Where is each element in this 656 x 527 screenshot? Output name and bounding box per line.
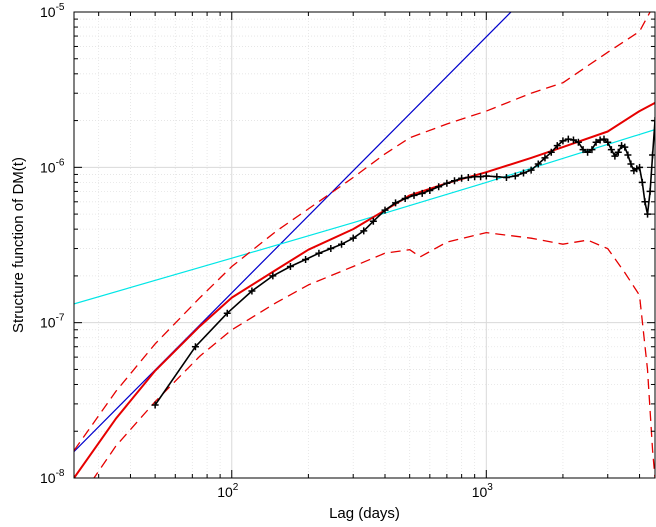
data-point-marker <box>458 174 466 182</box>
x-axis-label: Lag (days) <box>329 505 400 522</box>
data-point-marker <box>607 146 615 154</box>
series-line-5 <box>93 231 655 478</box>
data-point-marker <box>286 262 294 270</box>
data-point-marker <box>269 272 277 280</box>
data-point-marker <box>596 136 604 144</box>
data-point-marker <box>604 138 612 146</box>
data-point-marker <box>611 152 619 160</box>
data-point-marker <box>502 174 510 182</box>
data-point-marker <box>401 195 409 203</box>
series-layer <box>74 12 655 478</box>
data-point-marker <box>584 148 592 156</box>
series-line-4 <box>74 12 651 451</box>
data-point-marker <box>511 172 519 180</box>
data-point-marker <box>592 138 600 146</box>
y-tick-label: 10-5 <box>40 2 65 20</box>
data-point-marker <box>588 146 596 154</box>
data-point-marker <box>519 169 527 177</box>
data-point-marker <box>621 143 629 151</box>
y-tick-label: 10-7 <box>40 313 65 331</box>
data-point-marker <box>644 210 652 218</box>
data-point-marker <box>564 135 572 143</box>
data-point-marker <box>547 148 555 156</box>
data-point-marker <box>464 174 472 182</box>
data-point-marker <box>451 177 458 185</box>
data-point-marker <box>248 287 256 295</box>
data-point-marker <box>579 146 587 154</box>
data-point-marker <box>369 217 377 225</box>
data-point-marker <box>302 256 310 264</box>
data-point-marker <box>477 173 485 181</box>
data-point-marker <box>381 206 389 214</box>
data-point-marker <box>392 199 400 207</box>
data-point-marker <box>410 191 418 199</box>
data-point-marker <box>471 173 479 181</box>
data-point-marker <box>614 148 622 156</box>
data-point-marker <box>534 160 542 168</box>
data-point-marker <box>191 343 199 351</box>
data-point-marker <box>600 135 608 143</box>
x-tick-label: 102 <box>217 482 239 500</box>
y-tick-label: 10-6 <box>40 157 65 175</box>
y-tick-label: 10-8 <box>40 468 65 486</box>
data-point-marker <box>443 179 451 187</box>
data-point-marker <box>641 198 649 206</box>
data-point-marker <box>360 227 368 235</box>
data-point-marker <box>435 183 443 191</box>
data-point-marker <box>638 178 646 186</box>
data-point-marker <box>618 142 626 150</box>
data-point-marker <box>493 173 501 181</box>
data-point-marker <box>553 142 561 150</box>
data-point-marker <box>482 172 490 180</box>
data-point-marker <box>315 249 323 257</box>
x-tick-label: 103 <box>472 482 494 500</box>
data-point-marker <box>527 166 535 174</box>
data-point-marker <box>151 401 159 409</box>
data-point-marker <box>349 234 357 242</box>
data-point-marker <box>636 163 644 171</box>
data-point-marker <box>624 151 632 159</box>
data-point-marker <box>223 309 231 317</box>
series-line-2 <box>74 129 655 305</box>
data-point-marker <box>574 138 582 146</box>
plot-area <box>74 12 655 478</box>
y-axis-label: Structure function of DM(t) <box>10 157 27 333</box>
data-point-marker <box>541 154 549 162</box>
data-point-marker <box>426 186 434 194</box>
data-point-marker <box>418 189 426 197</box>
plot-frame <box>73 11 656 479</box>
axis-ticks: 102 103 10-8 10-7 10-6 10-5 <box>40 2 655 500</box>
data-point-marker <box>338 240 346 248</box>
data-point-marker <box>569 136 577 144</box>
data-point-marker <box>627 160 635 168</box>
data-point-marker <box>559 137 567 145</box>
data-point-marker <box>327 245 335 253</box>
series-line-1 <box>74 12 512 453</box>
